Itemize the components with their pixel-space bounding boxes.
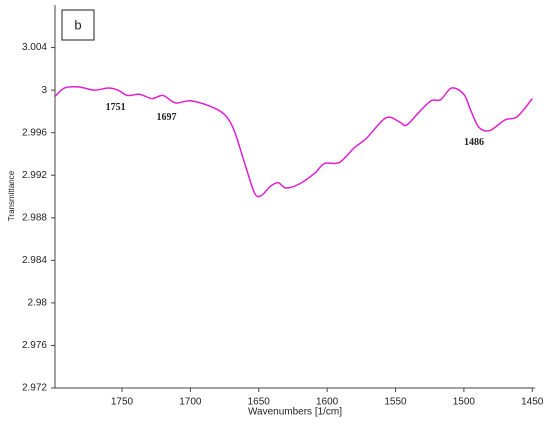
x-tick-label: 1550: [384, 397, 407, 408]
x-axis-label: Wavenumbers [1/cm]: [248, 407, 342, 418]
y-tick-label: 3.004: [22, 42, 47, 53]
y-tick-label: 2.988: [22, 212, 47, 223]
y-tick-label: 3: [41, 85, 47, 96]
y-tick-label: 2.992: [22, 170, 47, 181]
peak-label: 1486: [464, 137, 484, 148]
panel-box: [61, 9, 95, 41]
y-tick-label: 2.98: [28, 298, 48, 309]
y-tick-label: 2.984: [22, 255, 47, 266]
x-tick-label: 1500: [453, 397, 476, 408]
y-tick-label: 2.976: [22, 340, 47, 351]
x-tick-label: 1650: [248, 397, 271, 408]
x-tick-label: 1750: [111, 397, 134, 408]
peak-label: 1751: [106, 102, 126, 113]
y-tick-label: 2.996: [22, 127, 47, 138]
peak-label: 1697: [156, 112, 176, 123]
y-axis-label: Transmittance: [7, 170, 16, 221]
spectrum-line: [54, 85, 533, 198]
panel-label: b: [74, 17, 81, 32]
x-tick-label: 1450: [521, 397, 544, 408]
y-tick-label: 2.972: [22, 383, 47, 394]
x-tick-label: 1700: [179, 397, 202, 408]
x-tick-label: 1600: [316, 397, 339, 408]
